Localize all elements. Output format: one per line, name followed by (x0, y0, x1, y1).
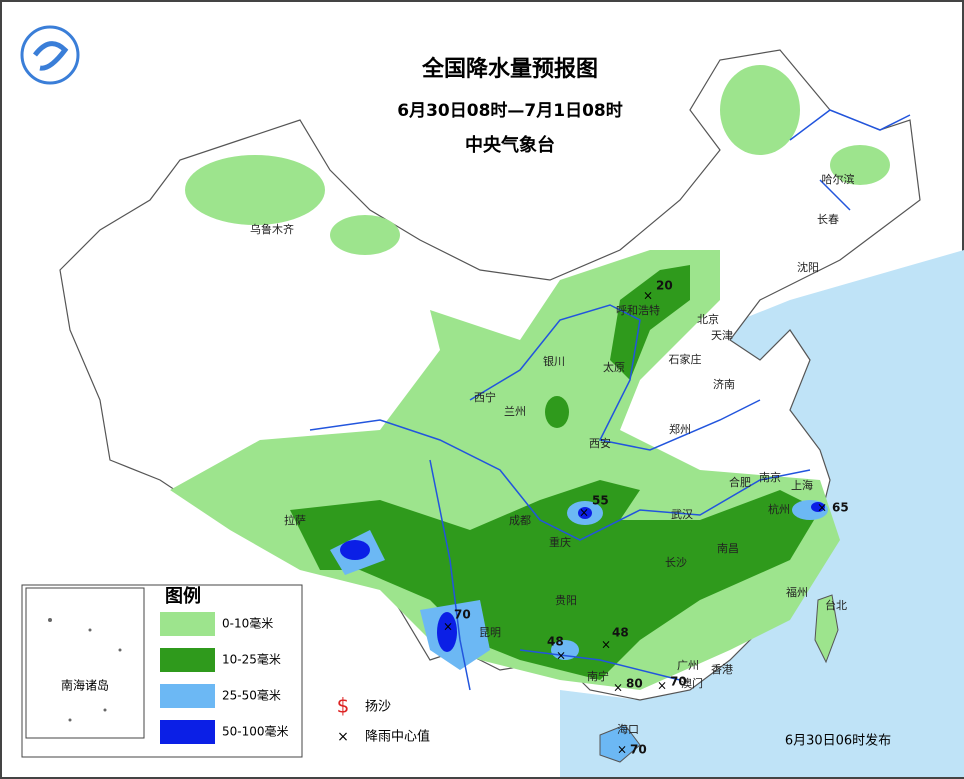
legend-swatch (160, 612, 215, 636)
rain-center-marker: × (613, 681, 623, 695)
city-label: 南京 (759, 470, 781, 484)
legend-swatch (160, 684, 215, 708)
city-label: 沈阳 (797, 260, 819, 274)
subtitle: 6月30日08时—7月1日08时 (397, 101, 622, 121)
legend-label: 25-50毫米 (222, 688, 281, 703)
legend-label: 10-25毫米 (222, 652, 281, 667)
rain-center-value: 70 (670, 675, 687, 689)
rain-center-marker: × (643, 289, 653, 303)
rain-center-value: 70 (630, 743, 647, 757)
issuer: 中央气象台 (465, 134, 555, 156)
city-label: 呼和浩特 (616, 303, 660, 317)
city-label: 哈尔滨 (822, 172, 855, 186)
cross-icon: × (337, 729, 349, 745)
city-label: 昆明 (479, 626, 501, 639)
city-label: 重庆 (549, 535, 571, 549)
city-label: 南宁 (587, 669, 609, 683)
city-label: 拉萨 (284, 513, 306, 527)
city-label: 兰州 (504, 405, 526, 418)
inset-box (25, 587, 145, 739)
inset-label: 南海诸岛 (61, 678, 109, 693)
taiwan (814, 594, 839, 664)
sea (560, 250, 964, 777)
city-label: 西宁 (474, 390, 496, 404)
city-label: 长沙 (665, 556, 687, 569)
legend-label: 50-100毫米 (222, 724, 289, 739)
city-label: 贵阳 (555, 594, 577, 607)
city-label: 西安 (589, 436, 611, 450)
city-label: 乌鲁木齐 (250, 222, 294, 236)
rain-center-value: 20 (656, 279, 673, 293)
rain-center-value: 55 (592, 494, 609, 508)
rain-center-marker: × (443, 620, 453, 634)
torrential-rain-zones (340, 502, 825, 753)
legend-label: 0-10毫米 (222, 616, 273, 631)
city-label: 合肥 (729, 475, 751, 489)
moderate-rain-zones (290, 265, 820, 680)
rain-center-value: 70 (454, 608, 471, 622)
legend-swatch (160, 648, 215, 672)
city-label: 福州 (786, 585, 808, 599)
city-label: 太原 (603, 361, 625, 374)
footer: 6月30日06时发布 (785, 733, 891, 749)
rain-center-marker: × (617, 743, 627, 757)
city-label: 长春 (817, 213, 839, 226)
rain-center-marker: × (601, 638, 611, 652)
city-label: 石家庄 (669, 352, 702, 366)
city-label: 济南 (713, 377, 735, 391)
legend-title: 图例 (165, 585, 201, 607)
city-label: 广州 (677, 659, 699, 672)
title: 全国降水量预报图 (421, 56, 598, 82)
city-label: 银川 (543, 354, 565, 368)
legend-swatch (160, 720, 215, 744)
city-label: 成都 (509, 514, 531, 527)
rain-center-value: 80 (626, 677, 643, 691)
legend-symbol: 扬沙 (365, 700, 391, 715)
rain-center-value: 48 (547, 635, 564, 649)
sand-icon: $ (337, 694, 350, 718)
city-label: 天津 (711, 329, 733, 342)
rain-center-value: 65 (832, 501, 849, 515)
city-label: 台北 (825, 598, 847, 612)
rain-center-value: 48 (612, 626, 629, 640)
rain-center-marker: × (579, 506, 589, 520)
logo (20, 25, 80, 85)
rain-center-marker: × (556, 649, 566, 663)
city-label: 海口 (617, 722, 639, 736)
inset-islands (48, 618, 122, 722)
city-label: 香港 (711, 663, 733, 676)
rivers (309, 109, 911, 691)
city-label: 上海 (791, 478, 813, 492)
city-label: 武汉 (671, 508, 693, 521)
city-label: 澳门 (681, 676, 703, 690)
city-label: 北京 (697, 312, 719, 326)
legend-symbol: 降雨中心值 (365, 729, 430, 745)
hainan (599, 724, 641, 763)
rain-center-marker: × (817, 501, 827, 515)
city-label: 郑州 (669, 422, 691, 436)
rain-center-marker: × (657, 679, 667, 693)
city-label: 杭州 (768, 502, 790, 516)
city-label: 南昌 (717, 542, 739, 555)
